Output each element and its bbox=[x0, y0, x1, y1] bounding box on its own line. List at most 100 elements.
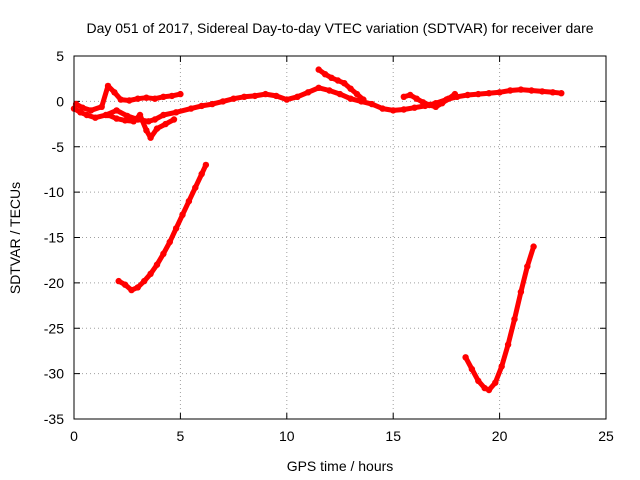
y-tick-label: -30 bbox=[44, 366, 64, 382]
series-line bbox=[116, 162, 209, 293]
data-point bbox=[304, 89, 312, 96]
data-point bbox=[141, 277, 148, 285]
series-group bbox=[70, 84, 565, 125]
data-point bbox=[353, 90, 361, 98]
data-point bbox=[113, 115, 120, 122]
data-point bbox=[400, 93, 407, 101]
data-point bbox=[549, 89, 556, 96]
data-point bbox=[390, 107, 397, 114]
data-point bbox=[147, 270, 154, 277]
data-point bbox=[151, 95, 159, 102]
data-point bbox=[504, 341, 512, 348]
data-point bbox=[219, 98, 227, 105]
data-point bbox=[419, 99, 427, 106]
data-point bbox=[530, 243, 537, 250]
series-group bbox=[462, 243, 537, 394]
data-point bbox=[558, 90, 565, 97]
data-series bbox=[70, 66, 565, 394]
data-point bbox=[143, 94, 150, 101]
data-point bbox=[539, 88, 546, 95]
data-point bbox=[411, 104, 418, 111]
data-point bbox=[241, 93, 248, 101]
data-point bbox=[445, 95, 452, 102]
data-point bbox=[379, 105, 386, 112]
data-point bbox=[172, 225, 180, 232]
grid-lines bbox=[74, 56, 606, 419]
data-point bbox=[328, 74, 335, 82]
data-point bbox=[104, 82, 112, 90]
y-tick-label: 0 bbox=[56, 93, 64, 109]
data-point bbox=[128, 286, 135, 294]
data-point bbox=[485, 386, 493, 394]
axis-ticks: 0 5 10 15 20 25 5 0 -5 -10 -15 -20 -25 -30 -35 bbox=[44, 48, 614, 444]
series-group bbox=[72, 82, 184, 114]
data-point bbox=[315, 84, 322, 92]
series-group bbox=[104, 111, 178, 141]
data-point bbox=[98, 103, 105, 111]
data-point bbox=[166, 238, 173, 246]
series-line bbox=[105, 112, 177, 141]
y-tick-label: -5 bbox=[52, 139, 65, 155]
data-point bbox=[117, 96, 125, 103]
data-point bbox=[168, 92, 176, 100]
data-point bbox=[111, 89, 118, 96]
data-point bbox=[170, 116, 178, 123]
data-point bbox=[347, 95, 354, 102]
data-point bbox=[121, 117, 129, 124]
data-point bbox=[413, 95, 420, 102]
data-point bbox=[451, 90, 459, 98]
data-point bbox=[524, 263, 531, 270]
series-group bbox=[315, 66, 367, 103]
data-point bbox=[438, 100, 446, 107]
data-point bbox=[130, 118, 137, 125]
data-point bbox=[496, 89, 503, 96]
data-point bbox=[230, 95, 237, 102]
data-point bbox=[104, 111, 112, 119]
x-tick-label: 25 bbox=[598, 428, 614, 444]
y-tick-label: -20 bbox=[44, 275, 64, 291]
data-point bbox=[360, 96, 367, 103]
data-point bbox=[283, 96, 290, 103]
data-point bbox=[485, 90, 493, 97]
plot-frame bbox=[73, 55, 607, 420]
data-point bbox=[273, 92, 280, 100]
data-point bbox=[475, 90, 482, 98]
data-point bbox=[83, 111, 91, 119]
data-point bbox=[198, 170, 205, 178]
data-point bbox=[153, 125, 161, 132]
data-point bbox=[464, 91, 471, 99]
data-point bbox=[145, 118, 152, 125]
data-point bbox=[179, 211, 186, 218]
data-point bbox=[407, 91, 414, 99]
data-point bbox=[321, 71, 329, 78]
data-point bbox=[126, 97, 133, 104]
data-point bbox=[143, 127, 150, 134]
x-tick-label: 15 bbox=[385, 428, 401, 444]
data-point bbox=[160, 250, 167, 257]
data-point bbox=[511, 316, 518, 323]
series-group bbox=[400, 90, 459, 111]
data-point bbox=[262, 90, 269, 98]
y-tick-label: -25 bbox=[44, 320, 64, 336]
data-point bbox=[87, 107, 95, 114]
data-point bbox=[92, 114, 99, 121]
data-point bbox=[498, 363, 505, 370]
data-point bbox=[113, 107, 120, 114]
data-point bbox=[462, 354, 469, 361]
data-point bbox=[198, 102, 205, 110]
data-point bbox=[202, 161, 210, 169]
data-point bbox=[528, 87, 535, 94]
x-tick-label: 0 bbox=[70, 428, 78, 444]
data-point bbox=[492, 379, 499, 386]
data-point bbox=[334, 77, 342, 84]
data-point bbox=[315, 66, 322, 73]
data-point bbox=[432, 103, 439, 111]
data-point bbox=[400, 106, 407, 113]
data-point bbox=[185, 198, 193, 205]
data-point bbox=[172, 109, 180, 116]
chart-title: Day 051 of 2017, Sidereal Day-to-day VTE… bbox=[86, 20, 593, 36]
data-point bbox=[251, 92, 259, 100]
y-tick-label: -35 bbox=[44, 411, 64, 427]
y-tick-label: -15 bbox=[44, 230, 64, 246]
